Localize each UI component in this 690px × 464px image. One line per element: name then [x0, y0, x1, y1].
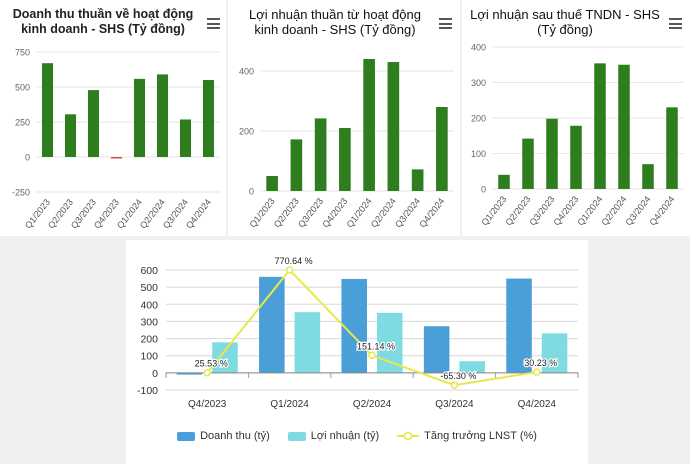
y-tick-label: 250	[15, 118, 30, 128]
bar	[266, 176, 278, 191]
x-tick-label: Q4/2024	[647, 194, 676, 227]
y-tick-label: 200	[471, 114, 486, 124]
y-tick-label: 400	[239, 67, 254, 77]
y-tick-label: 0	[481, 185, 486, 195]
operating-profit-bar-chart: 0200400Q1/2023Q2/2023Q3/2023Q4/2023Q1/20…	[239, 59, 454, 229]
y-tick-label: 500	[140, 282, 158, 294]
chart-panel-net-profit: Lợi nhuận sau thuế TNDN - SHS (Tỷ đồng) …	[462, 0, 690, 236]
bar-revenue	[341, 278, 367, 373]
bar-profit	[459, 361, 485, 373]
y-tick-label: 0	[25, 153, 30, 163]
y-tick-label: 750	[15, 48, 30, 58]
legend-label: Lợi nhuận (tỷ)	[310, 430, 380, 442]
y-tick-label: -100	[137, 385, 158, 397]
bar-profit	[212, 342, 238, 373]
y-tick-label: 200	[239, 127, 254, 137]
legend-label: Doanh thu (tỷ)	[200, 430, 270, 442]
growth-data-label: -65.30 %	[440, 371, 476, 381]
revenue-bar-chart: -2500250500750Q1/2023Q2/2023Q3/2023Q4/20…	[12, 48, 220, 230]
y-tick-label: 300	[140, 316, 158, 328]
y-tick-label: 100	[140, 351, 158, 363]
y-tick-label: 100	[471, 149, 486, 159]
y-tick-label: 0	[152, 368, 158, 380]
chart-title: Lợi nhuận sau thuế TNDN - SHS (Tỷ đồng)	[470, 7, 660, 37]
y-tick-label: 400	[140, 299, 158, 311]
y-tick-label: 0	[249, 187, 254, 197]
growth-data-label: 770.64 %	[275, 256, 313, 266]
growth-data-label: 151.14 %	[357, 341, 395, 351]
bar	[87, 90, 100, 157]
legend-item-growth[interactable]: Tăng trưởng LNST (%)	[397, 430, 537, 442]
chart-legend: Doanh thu (tỷ) Lợi nhuận (tỷ) Tăng trưởn…	[126, 430, 588, 442]
bar	[546, 118, 558, 189]
bar	[290, 139, 303, 191]
hamburger-menu-icon[interactable]	[669, 18, 682, 29]
growth-point	[368, 351, 376, 360]
chart-panel-combined: -100 0 100 200 300 400 500 600 Q4/2023 Q1/2024 Q2/…	[126, 240, 588, 464]
bar	[618, 64, 630, 189]
legend-item-profit[interactable]: Lợi nhuận (tỷ)	[287, 430, 380, 442]
bar	[522, 138, 534, 189]
growth-data-label: 25.53 %	[195, 359, 228, 369]
y-tick-label: 300	[471, 78, 486, 88]
bar	[387, 62, 400, 191]
bar-revenue	[506, 278, 532, 373]
hamburger-menu-icon[interactable]	[207, 18, 220, 29]
chart-panel-operating-profit: Lợi nhuận thuần từ hoạt động kinh doanh …	[228, 0, 460, 236]
x-tick-label: Q1/2024	[270, 399, 309, 410]
y-tick-label: 200	[140, 334, 158, 346]
bar	[594, 63, 606, 189]
growth-point	[285, 266, 294, 274]
growth-point	[533, 368, 541, 376]
growth-data-label: 30.23 %	[524, 358, 557, 368]
bar-revenue	[423, 326, 450, 373]
x-tick-label: Q3/2024	[435, 399, 474, 410]
chart-title: Lợi nhuận thuần từ hoạt động kinh doanh …	[249, 7, 421, 37]
chart-title: Doanh thu thuần về hoạt động kinh doanh …	[12, 7, 194, 36]
legend-line-icon	[397, 431, 420, 441]
y-tick-label: -250	[12, 188, 30, 198]
hamburger-menu-icon[interactable]	[439, 18, 452, 29]
legend-label: Tăng trưởng LNST (%)	[424, 430, 537, 442]
legend-swatch-icon	[287, 431, 306, 441]
y-tick-label: 400	[471, 43, 486, 53]
chart-panel-revenue: Doanh thu thuần về hoạt động kinh doanh …	[0, 0, 226, 236]
combined-bar-line-chart: -100 0 100 200 300 400 500 600 Q4/2023 Q1/2024 Q2/…	[137, 255, 579, 410]
bar	[570, 125, 582, 189]
y-tick-label: 600	[140, 265, 158, 277]
legend-swatch-icon	[177, 431, 196, 441]
bar	[133, 78, 146, 157]
bar	[339, 128, 351, 191]
x-tick-label: Q4/2024	[518, 399, 557, 410]
bar	[363, 59, 375, 191]
legend-item-revenue[interactable]: Doanh thu (tỷ)	[177, 430, 270, 442]
bar	[411, 169, 424, 191]
bar	[498, 174, 510, 189]
bar	[642, 164, 654, 189]
bar	[314, 118, 327, 191]
growth-point	[203, 368, 211, 377]
bar	[156, 74, 169, 157]
bar	[666, 107, 678, 189]
bar-profit	[294, 312, 321, 373]
bar	[64, 114, 77, 157]
bar	[41, 63, 54, 158]
x-tick-label: Q4/2023	[188, 399, 227, 410]
bar-revenue	[176, 372, 203, 375]
bar	[436, 107, 448, 191]
net-profit-bar-chart: 0100200300400Q1/2023Q2/2023Q3/2023Q4/202…	[471, 43, 684, 227]
growth-point	[450, 381, 459, 389]
bar	[110, 157, 123, 159]
x-tick-label: Q4/2024	[417, 196, 446, 229]
x-tick-label: Q2/2024	[353, 399, 392, 410]
bar-profit	[541, 333, 568, 373]
y-tick-label: 500	[15, 83, 30, 93]
bar	[179, 119, 192, 157]
bar	[202, 80, 215, 157]
